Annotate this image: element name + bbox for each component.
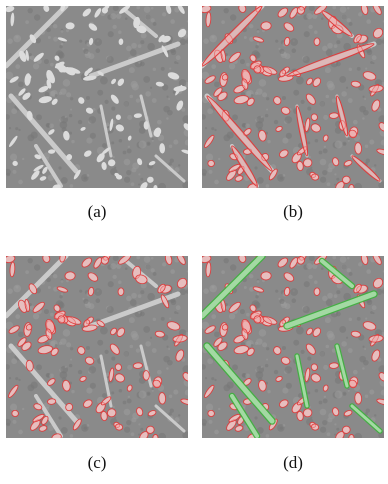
caption-b: (b) [283,202,303,221]
panel-d-micrograph [202,256,384,438]
micrograph-image-b [202,6,384,188]
caption-c: (c) [87,453,107,472]
panel-a-micrograph [6,6,188,188]
caption-a: (a) [87,202,107,221]
panel-c-micrograph [6,256,188,438]
micrograph-image-a [6,6,188,188]
micrograph-image-d [202,256,384,438]
caption-d: (d) [283,453,303,472]
micrograph-image-c [6,256,188,438]
panel-b-micrograph [202,6,384,188]
